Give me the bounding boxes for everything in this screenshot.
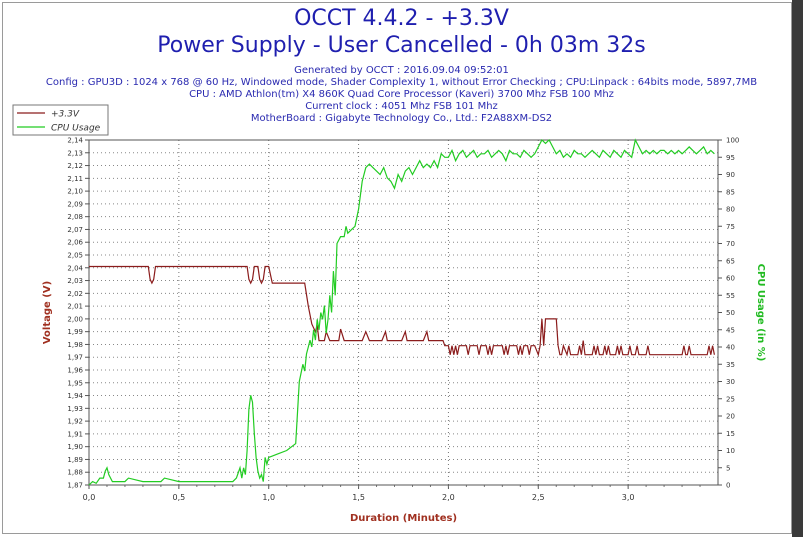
- clock-info: Current clock : 4051 Mhz FSB 101 Mhz: [305, 101, 498, 112]
- x-tick-label: 2,0: [442, 493, 455, 502]
- y-right-tick-label: 0: [726, 482, 730, 490]
- y-right-tick-label: 60: [726, 275, 735, 283]
- y-left-tick-label: 2,06: [67, 239, 83, 247]
- y-left-tick-label: 2,01: [67, 303, 83, 311]
- y-left-tick-label: 2,13: [67, 149, 83, 157]
- y-left-tick-label: 2,08: [67, 213, 83, 221]
- config-info: Config : GPU3D : 1024 x 768 @ 60 Hz, Win…: [45, 77, 758, 88]
- y-left-tick-label: 1,97: [67, 354, 83, 362]
- y-left-tick-label: 1,98: [67, 341, 83, 349]
- y-left-tick-label: 2,03: [67, 277, 83, 285]
- y-right-tick-label: 25: [726, 395, 735, 403]
- y-left-tick-label: 1,87: [67, 482, 83, 490]
- y-right-tick-label: 35: [726, 361, 735, 369]
- y-right-tick-label: 90: [726, 171, 735, 179]
- x-tick-label: 1,0: [262, 493, 275, 502]
- y-left-tick-label: 2,14: [67, 137, 83, 145]
- x-tick-label: 1,5: [352, 493, 365, 502]
- y-left-tick-label: 1,92: [67, 418, 83, 426]
- generated-info: Generated by OCCT : 2016.09.04 09:52:01: [294, 65, 509, 76]
- legend-label-cpu-usage: CPU Usage: [51, 124, 101, 134]
- y-left-tick-label: 1,95: [67, 379, 83, 387]
- y-right-tick-label: 30: [726, 378, 735, 386]
- y-left-tick-label: 1,89: [67, 456, 83, 464]
- window-edge: [792, 0, 803, 537]
- x-tick-label: 0,0: [83, 493, 96, 502]
- y-left-tick-label: 2,07: [67, 226, 83, 234]
- y-right-tick-label: 70: [726, 240, 735, 248]
- y-axis-label-right: CPU Usage (in %): [755, 264, 766, 362]
- chart-subtitle: Power Supply - User Cancelled - 0h 03m 3…: [157, 33, 646, 58]
- y-left-tick-label: 2,05: [67, 252, 83, 260]
- y-right-tick-label: 95: [726, 154, 735, 162]
- y-right-tick-label: 65: [726, 257, 735, 265]
- y-left-tick-label: 1,94: [67, 392, 83, 400]
- grid-lines: [89, 140, 718, 485]
- chart-title: OCCT 4.4.2 - +3.3V: [294, 6, 509, 31]
- y-right-tick-label: 40: [726, 344, 735, 352]
- y-left-tick-label: 1,96: [67, 367, 83, 375]
- x-tick-label: 3,0: [622, 493, 635, 502]
- plot-area: [88, 139, 719, 486]
- y-left-tick-label: 2,10: [67, 188, 83, 196]
- y-left-tick-label: 2,11: [67, 175, 83, 183]
- y-left-tick-label: 2,02: [67, 290, 83, 298]
- y-left-tick-label: 1,93: [67, 405, 83, 413]
- y-left-tick-label: 2,04: [67, 264, 83, 272]
- legend: +3.3V CPU Usage: [12, 104, 109, 136]
- voltage-axis-ticks: 1,87 1,88 1,89 1,90 1,91 1,92 1,93 1,94 1,95 1,96…: [67, 137, 89, 490]
- series-line-cpu-usage: [88, 138, 715, 486]
- series-line-voltage: [89, 265, 715, 357]
- y-right-tick-label: 55: [726, 292, 735, 300]
- y-left-tick-label: 1,99: [67, 328, 83, 336]
- x-axis-label: Duration (Minutes): [350, 513, 457, 524]
- y-left-tick-label: 2,00: [67, 315, 83, 323]
- y-right-tick-label: 15: [726, 430, 735, 438]
- legend-box: [12, 104, 109, 136]
- y-right-tick-label: 45: [726, 326, 735, 334]
- y-axis-label-left: Voltage (V): [42, 281, 53, 344]
- series-lines: [88, 138, 715, 486]
- y-right-tick-label: 10: [726, 447, 735, 455]
- cpu-info: CPU : AMD Athlon(tm) X4 860K Quad Core P…: [189, 89, 614, 100]
- motherboard-info: MotherBoard : Gigabyte Technology Co., L…: [250, 113, 553, 124]
- x-tick-label: 2,5: [532, 493, 545, 502]
- y-right-tick-label: 50: [726, 309, 735, 317]
- duration-axis-ticks: 0,0 0,5 1,0 1,5 2,0 2,5 3,0: [83, 485, 701, 502]
- y-right-tick-label: 20: [726, 413, 735, 421]
- y-left-tick-label: 1,90: [67, 443, 83, 451]
- cpu-axis-ticks: 0 5 10 15 20 25 30 35 40 45 50 55 60 65 70 75 80 85 90 95 10…: [718, 137, 739, 490]
- y-right-tick-label: 80: [726, 206, 735, 214]
- y-right-tick-label: 75: [726, 223, 735, 231]
- y-left-tick-label: 1,91: [67, 430, 83, 438]
- y-right-tick-label: 100: [726, 137, 739, 145]
- y-right-tick-label: 5: [726, 464, 730, 472]
- y-left-tick-label: 2,12: [67, 162, 83, 170]
- legend-label-voltage: +3.3V: [51, 110, 80, 120]
- x-tick-label: 0,5: [172, 493, 185, 502]
- y-right-tick-label: 85: [726, 188, 735, 196]
- y-left-tick-label: 1,88: [67, 469, 83, 477]
- y-left-tick-label: 2,09: [67, 200, 83, 208]
